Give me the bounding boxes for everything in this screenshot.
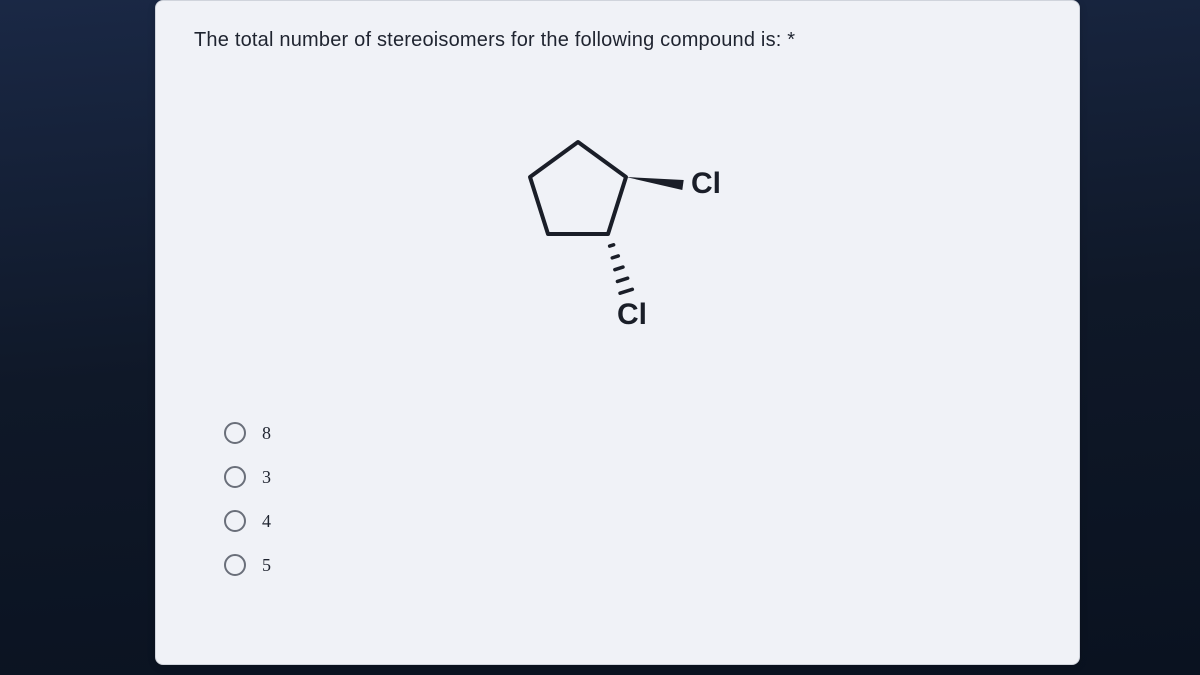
option-row[interactable]: 5: [224, 554, 1041, 576]
question-text: The total number of stereoisomers for th…: [194, 29, 1041, 52]
option-row[interactable]: 4: [224, 510, 1041, 532]
radio-icon[interactable]: [224, 422, 246, 444]
options-group: 8 3 4 5: [224, 422, 1041, 576]
option-label: 3: [262, 467, 271, 488]
radio-icon[interactable]: [224, 554, 246, 576]
option-label: 8: [262, 423, 271, 444]
option-label: 5: [262, 555, 271, 576]
option-row[interactable]: 3: [224, 466, 1041, 488]
cyclopentane-ring: [530, 142, 626, 234]
question-card: The total number of stereoisomers for th…: [155, 0, 1080, 665]
wedge-bond: [626, 177, 684, 190]
radio-icon[interactable]: [224, 510, 246, 532]
option-label: 4: [262, 511, 271, 532]
cl-label-dash: Cl: [617, 298, 647, 331]
chemical-structure: Cl Cl: [194, 52, 1041, 412]
structure-svg: Cl Cl: [478, 112, 758, 352]
cl-label-wedge: Cl: [691, 167, 721, 200]
option-row[interactable]: 8: [224, 422, 1041, 444]
dash-bond: [609, 245, 632, 293]
radio-icon[interactable]: [224, 466, 246, 488]
